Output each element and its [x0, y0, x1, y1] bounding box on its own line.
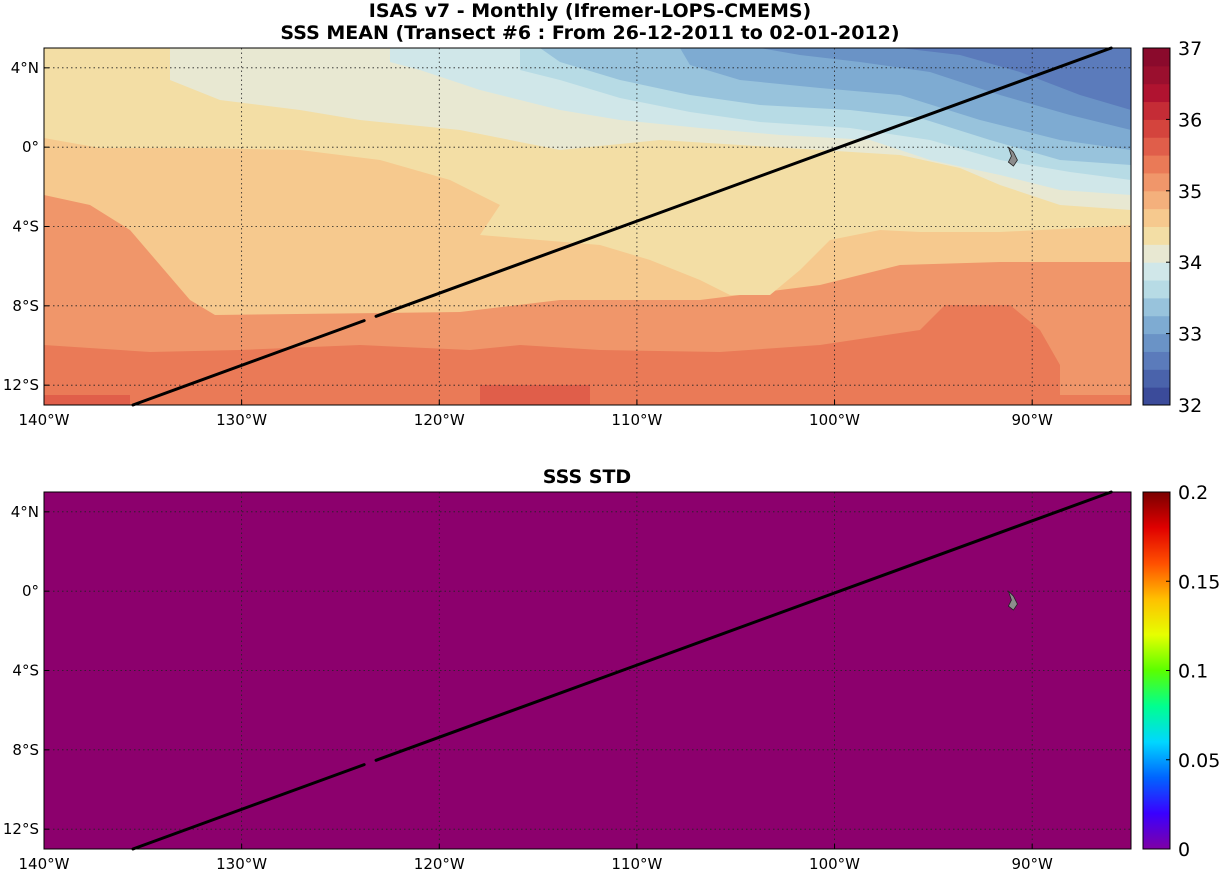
std-transect-line — [131, 490, 1113, 851]
transect-segment — [374, 490, 1113, 762]
std-longitude-ticks: 140°W 130°W 120°W 110°W 100°W 90°W — [19, 844, 1053, 871]
latitude-tick-label: 8°S — [12, 741, 39, 759]
longitude-tick-label: 90°W — [1011, 855, 1053, 871]
std-latitude-ticks: 4°N 0° 4°S 8°S 12°S — [3, 503, 49, 838]
figure-subtitle: SSS MEAN (Transect #6 : From 26-12-2011 … — [280, 22, 900, 44]
longitude-tick-label: 90°W — [1011, 411, 1053, 429]
colorbar-tick-label: 0.1 — [1178, 661, 1208, 683]
mean-zone-south-peak — [44, 385, 590, 405]
latitude-tick-label: 0° — [22, 138, 39, 156]
std-colorbar: 0 0.05 0.1 0.15 0.2 — [1142, 482, 1220, 861]
colorbar-tick-label: 0.05 — [1178, 750, 1220, 772]
colorbar-tick-label: 37 — [1178, 38, 1202, 60]
colorbar-segment — [1143, 280, 1170, 299]
longitude-tick-label: 100°W — [809, 855, 860, 871]
colorbar-tick-label: 34 — [1178, 252, 1202, 274]
colorbar-segment — [1143, 297, 1170, 317]
mean-longitude-ticks: 140°W 130°W 120°W 110°W 100°W 90°W — [19, 400, 1053, 429]
colorbar-segment — [1143, 387, 1170, 406]
colorbar-segment — [1143, 83, 1170, 103]
colorbar-segment — [1143, 101, 1170, 120]
colorbar-tick-label: 36 — [1178, 109, 1202, 131]
colorbar-segment — [1143, 208, 1170, 227]
colorbar-segment — [1143, 315, 1170, 335]
colorbar-segment — [1143, 351, 1170, 370]
mean-colorbar: 32 33 34 35 36 37 — [1142, 38, 1202, 417]
longitude-tick-label: 130°W — [216, 855, 267, 871]
longitude-tick-label: 120°W — [414, 855, 465, 871]
std-gridlines — [44, 492, 1131, 849]
latitude-tick-label: 8°S — [12, 297, 39, 315]
mean-island-shape — [1007, 146, 1018, 167]
latitude-tick-label: 12°S — [3, 376, 39, 394]
island-shape — [1007, 146, 1018, 167]
std-panel-title: SSS STD — [543, 466, 631, 488]
latitude-tick-label: 4°S — [12, 218, 39, 236]
colorbar-segment — [1143, 369, 1170, 388]
colorbar-tick-label: 0.15 — [1178, 571, 1220, 593]
island-shape — [1007, 590, 1018, 611]
colorbar-segment — [1143, 262, 1170, 281]
longitude-tick-label: 130°W — [216, 411, 267, 429]
sss-mean-panel: 140°W 130°W 120°W 110°W 100°W 90°W 4°N 0° 4°S 8°… — [3, 38, 1202, 429]
colorbar-segment — [1143, 226, 1170, 245]
transect-segment — [374, 46, 1113, 318]
sss-std-panel: SSS STD 140°W 130°W 120°W 110°W 100°W 90°W 4°… — [3, 466, 1220, 871]
colorbar-segment — [1143, 190, 1170, 210]
colorbar-segment — [1143, 172, 1170, 192]
mean-transect-line — [131, 46, 1113, 407]
colorbar-tick-label: 0 — [1178, 839, 1190, 861]
figure-title: ISAS v7 - Monthly (Ifremer-LOPS-CMEMS) — [368, 0, 812, 22]
latitude-tick-label: 4°N — [11, 503, 39, 521]
longitude-tick-label: 110°W — [611, 855, 662, 871]
colorbar-tick-label: 35 — [1178, 181, 1202, 203]
latitude-tick-label: 4°N — [11, 59, 39, 77]
colorbar-tick-label: 33 — [1178, 324, 1202, 346]
colorbar-segment — [1143, 244, 1170, 263]
longitude-tick-label: 110°W — [611, 411, 662, 429]
mean-zone-south-max — [44, 305, 1131, 405]
longitude-tick-label: 140°W — [19, 855, 70, 871]
mean-latitude-ticks: 4°N 0° 4°S 8°S 12°S — [3, 59, 49, 394]
transect-segment — [131, 319, 366, 407]
colorbar-segment — [1143, 155, 1170, 174]
colorbar-segment — [1143, 65, 1170, 85]
std-island-shape — [1007, 590, 1018, 611]
colorbar-segment — [1143, 48, 1170, 67]
colorbar-tick-label: 32 — [1178, 395, 1202, 417]
transect-segment — [131, 763, 366, 851]
latitude-tick-label: 4°S — [12, 662, 39, 680]
longitude-tick-label: 140°W — [19, 411, 70, 429]
colorbar-segment — [1143, 119, 1170, 138]
mean-zone-fresh-7 — [900, 48, 1131, 110]
mean-gridlines — [44, 48, 1131, 405]
longitude-tick-label: 120°W — [414, 411, 465, 429]
latitude-tick-label: 0° — [22, 582, 39, 600]
colorbar-segment — [1143, 333, 1170, 352]
longitude-tick-label: 100°W — [809, 411, 860, 429]
colorbar-frame — [1142, 47, 1171, 406]
colorbar-tick-label: 0.2 — [1178, 482, 1208, 504]
colorbar-segment — [1143, 137, 1170, 156]
colorbar-gradient — [1143, 492, 1170, 849]
latitude-tick-label: 12°S — [3, 820, 39, 838]
